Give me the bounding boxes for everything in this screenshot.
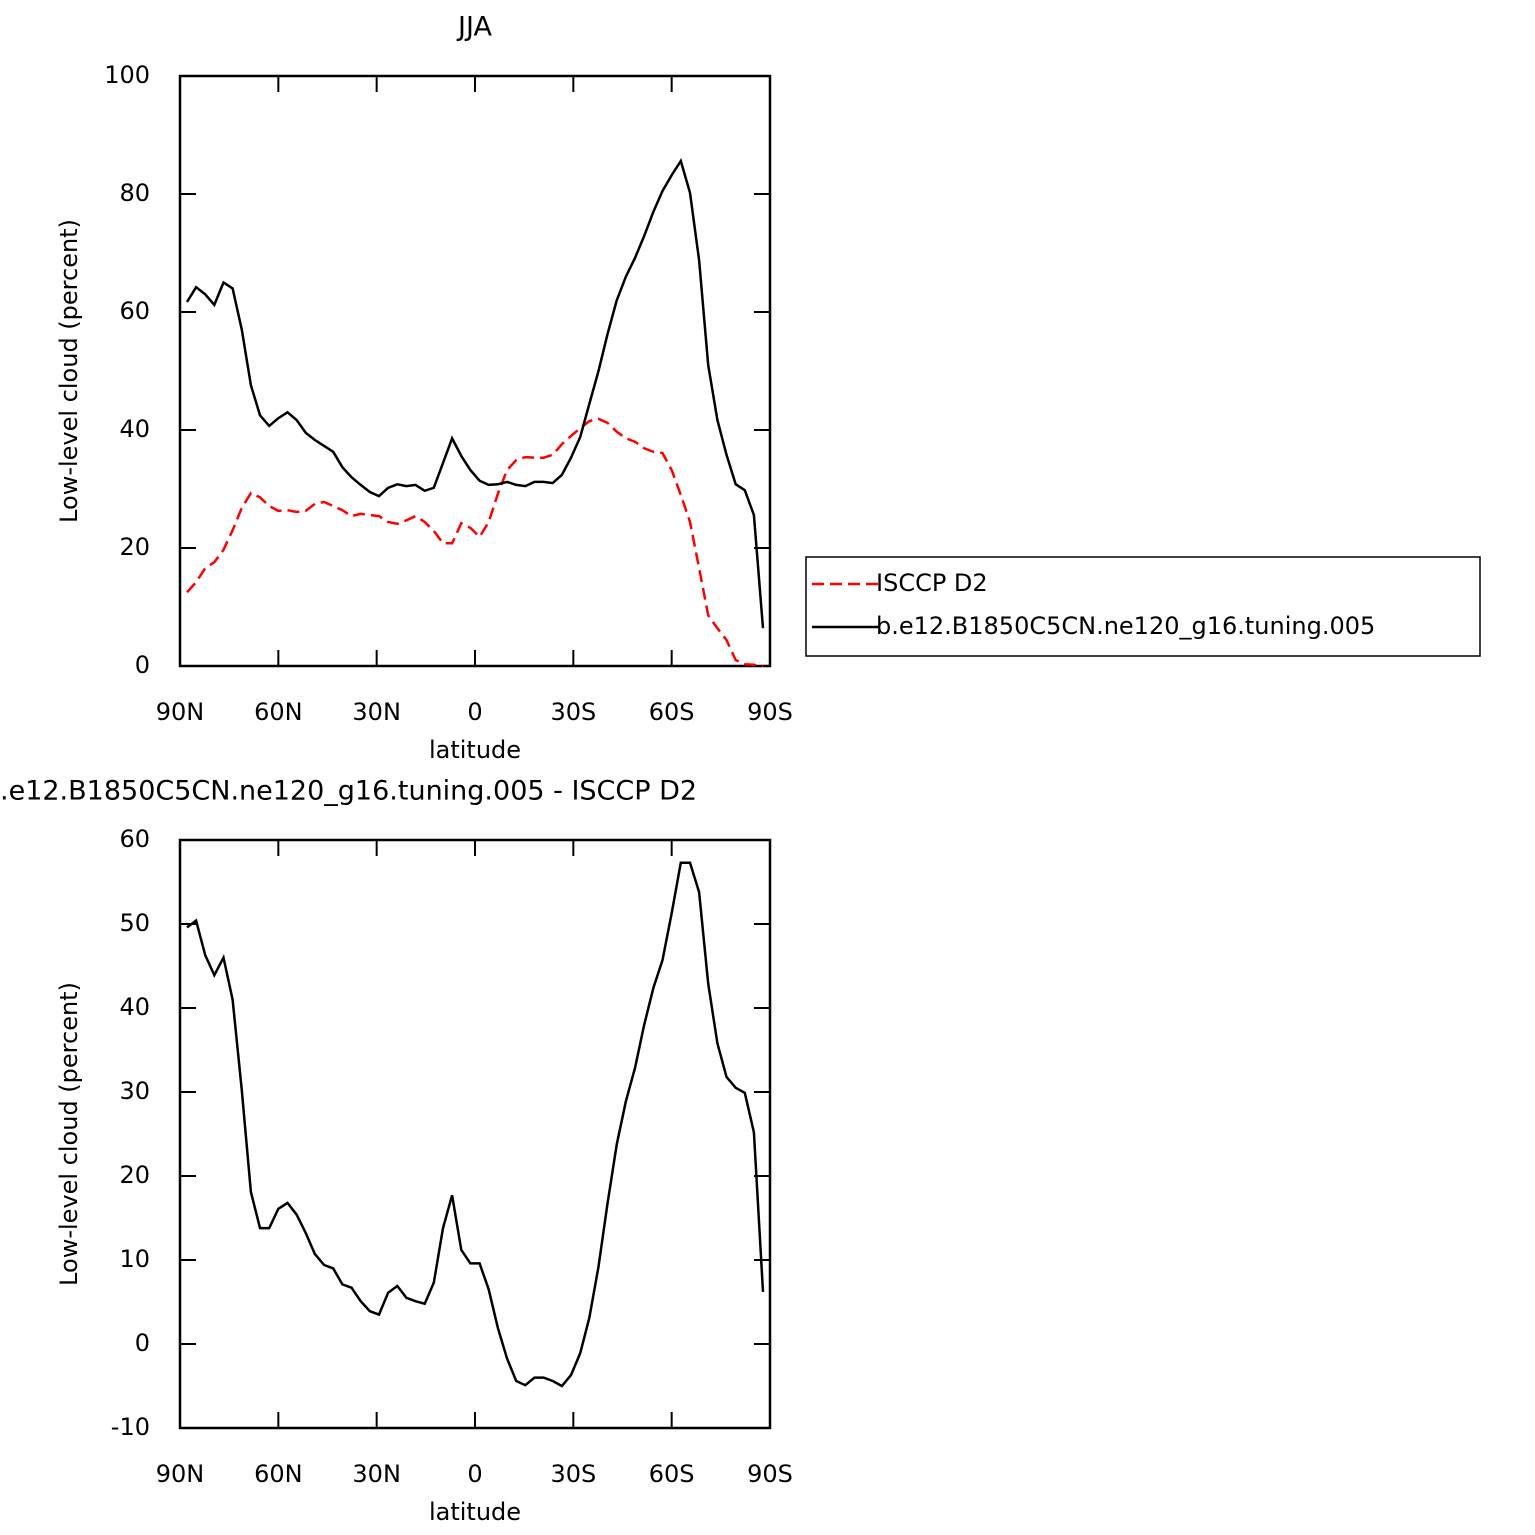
data-line xyxy=(186,861,765,1388)
x-tick-label: 90N xyxy=(156,1460,205,1488)
plot-frame xyxy=(178,74,772,668)
y-tick-label: 20 xyxy=(119,533,150,561)
data-line xyxy=(185,158,765,629)
x-tick-label: 90N xyxy=(156,698,205,726)
x-tick-label: 0 xyxy=(467,1460,482,1488)
y-axis-label: Low-level cloud (percent) xyxy=(55,219,83,523)
legend-label: ISCCP D2 xyxy=(876,569,988,597)
y-tick-label: 60 xyxy=(119,825,150,853)
x-tick-label: 60N xyxy=(254,698,303,726)
y-tick-label: 100 xyxy=(104,61,150,89)
x-axis-label: latitude xyxy=(429,1498,521,1526)
x-tick-label: 90S xyxy=(747,698,793,726)
y-tick-label: 20 xyxy=(119,1161,150,1189)
x-tick-label: 0 xyxy=(467,698,482,726)
legend-label: b.e12.B1850C5CN.ne120_g16.tuning.005 xyxy=(876,612,1375,640)
x-tick-label: 60S xyxy=(649,698,695,726)
y-tick-label: 10 xyxy=(119,1245,150,1273)
y-tick-label: 0 xyxy=(135,1329,150,1357)
chart-title: JJA xyxy=(456,12,492,43)
y-tick-label: 30 xyxy=(119,1077,150,1105)
x-tick-label: 60N xyxy=(254,1460,303,1488)
x-tick-label: 90S xyxy=(747,1460,793,1488)
y-tick-label: 40 xyxy=(119,415,150,443)
y-tick-label: 0 xyxy=(135,651,150,679)
y-axis-label: Low-level cloud (percent) xyxy=(55,982,83,1286)
x-tick-label: 30S xyxy=(550,698,596,726)
data-line xyxy=(186,417,764,668)
x-tick-label: 30N xyxy=(352,1460,401,1488)
plot-frame xyxy=(178,838,772,1430)
legend-box xyxy=(805,556,1481,657)
y-tick-label: -10 xyxy=(111,1413,150,1441)
x-tick-label: 30N xyxy=(352,698,401,726)
y-tick-label: 40 xyxy=(119,993,150,1021)
x-axis-label: latitude xyxy=(429,736,521,764)
y-tick-label: 50 xyxy=(119,909,150,937)
x-tick-label: 30S xyxy=(550,1460,596,1488)
y-tick-label: 80 xyxy=(119,179,150,207)
y-tick-label: 60 xyxy=(119,297,150,325)
x-tick-label: 60S xyxy=(649,1460,695,1488)
chart-title: .e12.B1850C5CN.ne120_g16.tuning.005 - IS… xyxy=(0,776,697,807)
